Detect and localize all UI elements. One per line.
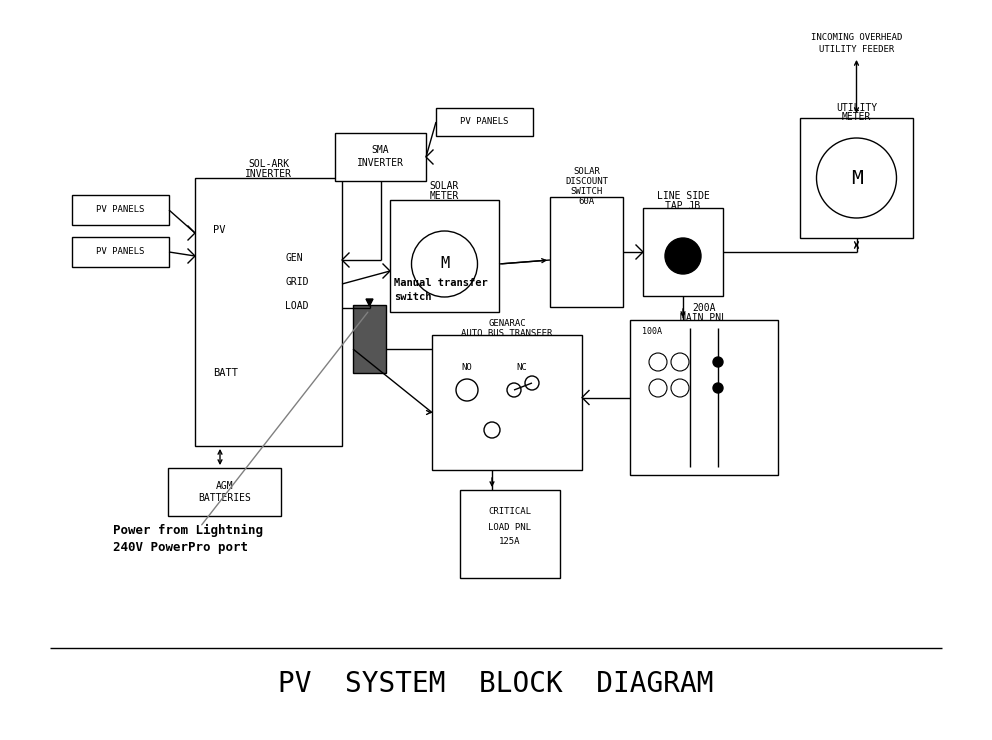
Text: Power from Lightning: Power from Lightning — [113, 523, 263, 536]
Text: UTILITY FEEDER: UTILITY FEEDER — [818, 45, 894, 55]
Text: METER: METER — [430, 191, 459, 201]
Text: SOLAR: SOLAR — [430, 181, 459, 191]
Text: 200A: 200A — [692, 303, 716, 313]
Text: Manual transfer: Manual transfer — [395, 278, 488, 288]
Text: MAIN PNL: MAIN PNL — [681, 313, 727, 323]
Text: LOAD: LOAD — [285, 301, 309, 311]
Circle shape — [412, 231, 477, 297]
Bar — [460, 490, 560, 578]
Text: TAP JB: TAP JB — [666, 201, 700, 211]
Circle shape — [713, 383, 723, 393]
Polygon shape — [366, 299, 373, 306]
Bar — [168, 468, 281, 516]
Text: PV  SYSTEM  BLOCK  DIAGRAM: PV SYSTEM BLOCK DIAGRAM — [278, 670, 714, 698]
Text: GENARAC: GENARAC — [488, 318, 526, 328]
Text: GRID: GRID — [285, 277, 309, 287]
Text: BATTERIES: BATTERIES — [198, 493, 251, 503]
Circle shape — [816, 138, 897, 218]
Circle shape — [665, 238, 701, 274]
Bar — [335, 133, 426, 181]
Text: LINE SIDE: LINE SIDE — [657, 191, 709, 201]
Text: 60A: 60A — [578, 197, 594, 206]
Text: LOAD PNL: LOAD PNL — [488, 522, 532, 531]
Text: INCOMING OVERHEAD: INCOMING OVERHEAD — [810, 33, 902, 42]
Text: M: M — [439, 257, 449, 272]
Text: NC: NC — [517, 363, 528, 371]
Bar — [432, 335, 582, 470]
Text: METER: METER — [842, 112, 871, 122]
Text: 240V PowerPro port: 240V PowerPro port — [113, 540, 248, 554]
Bar — [630, 320, 778, 475]
Text: 100A: 100A — [642, 328, 662, 337]
Text: SWITCH: SWITCH — [570, 186, 602, 195]
Text: SMA: SMA — [372, 145, 389, 155]
Text: CRITICAL: CRITICAL — [488, 508, 532, 517]
Text: GEN: GEN — [285, 253, 303, 263]
Circle shape — [713, 357, 723, 367]
Text: SOLAR: SOLAR — [573, 166, 600, 175]
Text: BATT: BATT — [213, 368, 238, 378]
Bar — [72, 237, 169, 267]
Text: M: M — [850, 169, 862, 187]
Bar — [195, 178, 342, 446]
Bar — [550, 197, 623, 307]
Bar — [436, 108, 533, 136]
Text: switch: switch — [395, 292, 432, 302]
Text: AUTO BUS TRANSFER: AUTO BUS TRANSFER — [461, 329, 553, 337]
Text: INVERTER: INVERTER — [357, 158, 404, 168]
Bar — [390, 200, 499, 312]
Text: PV: PV — [213, 225, 225, 235]
Bar — [800, 118, 913, 238]
Text: INVERTER: INVERTER — [245, 169, 292, 179]
Text: SOL-ARK: SOL-ARK — [248, 159, 289, 169]
Text: PV PANELS: PV PANELS — [96, 206, 145, 215]
Bar — [643, 208, 723, 296]
Text: PV PANELS: PV PANELS — [96, 247, 145, 257]
Bar — [353, 305, 386, 373]
Text: AGM: AGM — [215, 481, 233, 491]
Text: UTILITY: UTILITY — [836, 103, 877, 113]
Text: DISCOUNT: DISCOUNT — [565, 177, 608, 186]
Text: PV PANELS: PV PANELS — [460, 118, 509, 127]
Bar — [72, 195, 169, 225]
Circle shape — [456, 379, 478, 401]
Text: 125A: 125A — [499, 537, 521, 547]
Text: NO: NO — [461, 363, 472, 371]
